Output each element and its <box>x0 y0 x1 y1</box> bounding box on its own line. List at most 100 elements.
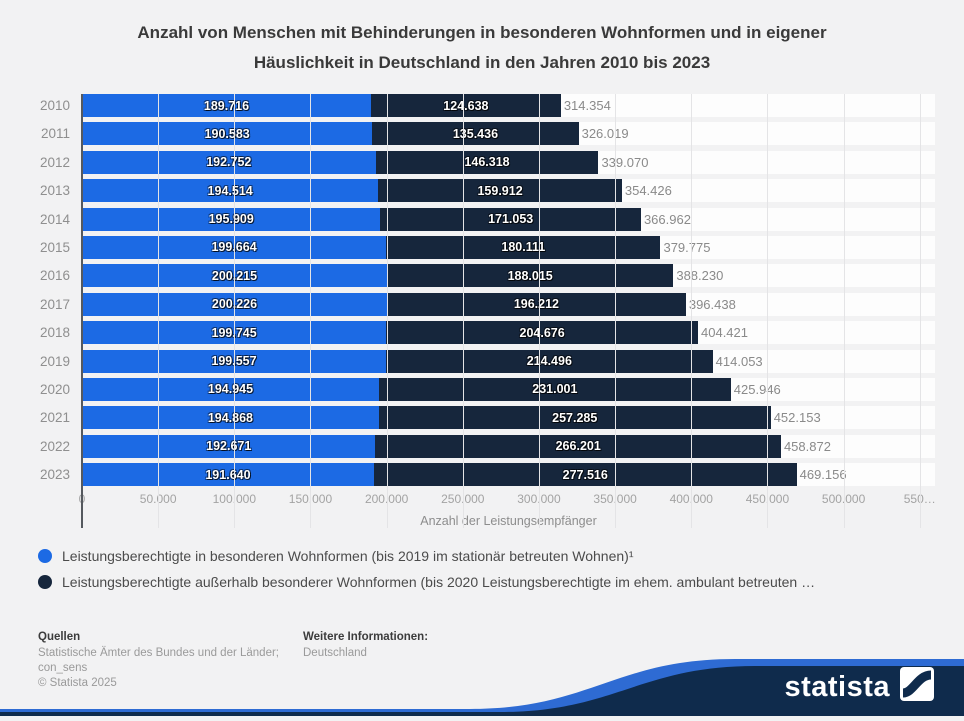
bar-segment-series1[interactable]: 200.215 <box>82 264 387 288</box>
bar-row-2017: 2017 200.226 196.212 396.438 <box>40 292 935 316</box>
bar-row-2014: 2014 195.909 171.053 366.962 <box>40 207 935 231</box>
bar-segment-series2[interactable]: 277.516 <box>373 463 797 487</box>
bar-segment-series2[interactable]: 266.201 <box>375 434 781 458</box>
bar-row-2018: 2018 199.745 204.676 404.421 <box>40 321 935 345</box>
bar-segment-series1[interactable]: 190.583 <box>82 122 373 146</box>
x-tick-label: 350.000 <box>593 492 637 507</box>
sources-line1: Statistische Ämter des Bundes und der Lä… <box>38 647 280 659</box>
bar-segment-series2[interactable]: 204.676 <box>386 321 698 345</box>
year-label: 2020 <box>39 381 70 397</box>
legend-item-besondere-wohnformen: Leistungsberechtigte in besonderen Wohnf… <box>38 548 815 564</box>
bar-value-label: 194.945 <box>207 382 254 397</box>
bar-value-label: 200.226 <box>211 297 258 312</box>
x-tick-label: 450.000 <box>745 492 790 507</box>
bar-segment-series1[interactable]: 195.909 <box>82 207 381 231</box>
statista-wordmark: statista <box>784 671 890 703</box>
bar-segment-series1[interactable]: 192.671 <box>82 434 376 458</box>
bar-segment-series1[interactable]: 199.745 <box>82 321 387 345</box>
bar-segment-series1[interactable]: 200.226 <box>82 292 387 316</box>
bar-row-2010: 2010 189.716 124.638 314.354 <box>40 94 935 117</box>
chart-title-line1: Anzahl von Menschen mit Behinderungen in… <box>137 23 827 42</box>
bar-value-label: 171.053 <box>488 212 534 227</box>
bar-segment-series2[interactable]: 257.285 <box>378 406 771 430</box>
bar-segment-series2[interactable]: 135.436 <box>372 122 579 146</box>
bar-total-label: 458.872 <box>783 438 831 454</box>
statista-logo[interactable]: statista <box>752 666 942 706</box>
bar-value-label: 191.640 <box>205 467 251 482</box>
bar-row-2023: 2023 191.640 277.516 469.156 <box>40 463 935 487</box>
bar-value-label: 124.638 <box>443 98 489 113</box>
bar-segment-series2[interactable]: 180.111 <box>386 235 661 259</box>
bar-row-2016: 2016 200.215 188.015 388.230 <box>40 264 935 288</box>
bar-value-label: 135.436 <box>452 126 499 141</box>
bar-row-2015: 2015 199.664 180.111 379.775 <box>40 235 935 259</box>
bar-row-2011: 2011 190.583 135.436 326.019 <box>41 122 935 146</box>
bar-total-label: 425.946 <box>733 381 781 397</box>
year-label: 2017 <box>39 296 70 312</box>
bar-segment-series2[interactable]: 171.053 <box>380 207 641 231</box>
x-tick-label: 500.000 <box>821 492 866 507</box>
x-tick-label: 400.000 <box>669 492 713 507</box>
bar-value-label: 190.583 <box>204 126 250 141</box>
year-label: 2021 <box>39 410 70 426</box>
chart-title: Anzahl von Menschen mit Behinderungen in… <box>0 18 964 78</box>
bar-value-label: 200.215 <box>211 268 258 283</box>
legend-dot-navy-icon <box>38 575 52 589</box>
bar-row-2012: 2012 192.752 146.318 339.070 <box>40 150 935 174</box>
bar-segment-series2[interactable]: 196.212 <box>386 292 686 316</box>
bar-total-label: 388.230 <box>676 268 724 284</box>
bar-segment-series2[interactable]: 146.318 <box>375 150 599 174</box>
year-label: 2015 <box>39 239 70 255</box>
bar-value-label: 194.868 <box>207 410 253 425</box>
sources-heading: Quellen <box>38 631 81 643</box>
x-tick-label: 100.000 <box>212 492 257 507</box>
bar-segment-series1[interactable]: 191.640 <box>82 463 374 487</box>
bar-total-label: 379.775 <box>663 239 711 255</box>
bar-total-label: 469.156 <box>799 467 847 483</box>
bar-segment-series1[interactable]: 192.752 <box>82 150 376 174</box>
stacked-bar: 195.909 171.053 366.962 <box>82 207 935 231</box>
x-tick-label: 200.000 <box>364 492 409 507</box>
bar-segment-series2[interactable]: 124.638 <box>370 94 561 117</box>
stacked-bar: 189.716 124.638 314.354 <box>82 94 935 117</box>
bar-row-2021: 2021 194.868 257.285 452.153 <box>40 406 935 430</box>
bar-value-label: 214.496 <box>526 354 572 369</box>
bar-value-label: 204.676 <box>519 325 565 340</box>
chart-title-line2: Häuslichkeit in Deutschland in den Jahre… <box>253 53 711 72</box>
x-tick-label: 300.000 <box>517 492 561 507</box>
bar-value-label: 180.111 <box>501 240 546 255</box>
x-axis-title: Anzahl der Leistungsempfänger <box>420 514 597 529</box>
bar-total-label: 339.070 <box>601 154 649 170</box>
bar-segment-series1[interactable]: 189.716 <box>82 94 371 117</box>
legend-dot-blue-icon <box>38 549 52 563</box>
bar-segment-series2[interactable]: 188.015 <box>386 264 674 288</box>
bar-value-label: 188.015 <box>507 268 553 283</box>
bar-value-label: 192.752 <box>206 155 252 170</box>
info-heading: Weitere Informationen: <box>303 631 429 643</box>
bar-segment-series2[interactable]: 231.001 <box>378 377 731 401</box>
bar-total-label: 354.426 <box>624 183 672 199</box>
bar-segment-series2[interactable]: 159.912 <box>378 179 622 203</box>
stacked-bar: 199.745 204.676 404.421 <box>82 321 935 345</box>
bar-value-label: 196.212 <box>513 297 559 312</box>
bar-value-label: 199.557 <box>211 354 257 369</box>
stacked-bar: 194.945 231.001 425.946 <box>82 377 935 401</box>
bar-segment-series1[interactable]: 199.557 <box>82 349 386 373</box>
bar-segment-series2[interactable]: 214.496 <box>385 349 713 373</box>
stacked-bar: 199.664 180.111 379.775 <box>82 235 935 259</box>
stacked-bar: 199.557 214.496 414.053 <box>82 349 935 373</box>
stacked-bar: 190.583 135.436 326.019 <box>82 122 935 146</box>
sources-block: Quellen Statistische Ämter des Bundes un… <box>38 631 288 691</box>
bar-value-label: 257.285 <box>552 410 598 425</box>
bar-segment-series1[interactable]: 194.514 <box>82 179 379 203</box>
year-label: 2013 <box>39 183 70 199</box>
bar-rows: 2010 189.716 124.638 314.354 2011 190.583 135.… <box>40 94 935 487</box>
x-tick-label: 250.000 <box>441 492 485 507</box>
bar-segment-series1[interactable]: 199.664 <box>82 235 387 259</box>
bar-segment-series1[interactable]: 194.945 <box>82 377 379 401</box>
year-label: 2018 <box>39 325 70 341</box>
bar-segment-series1[interactable]: 194.868 <box>82 406 379 430</box>
legend-item-ausserhalb-wohnformen: Leistungsberechtigte außerhalb besondere… <box>38 574 815 590</box>
stacked-bar: 194.514 159.912 354.426 <box>82 179 935 203</box>
stacked-bar: 191.640 277.516 469.156 <box>82 463 935 487</box>
